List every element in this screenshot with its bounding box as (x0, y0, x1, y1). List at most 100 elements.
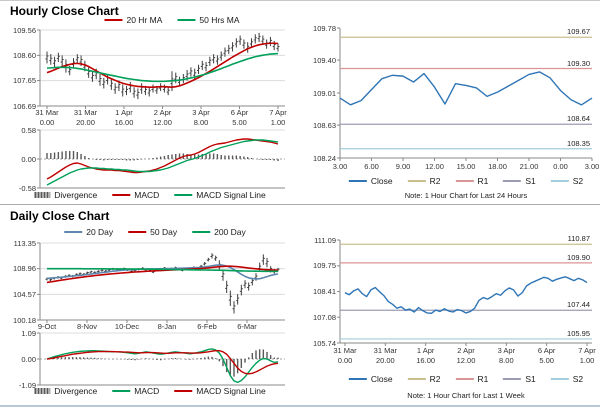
legend-item-divergence: Divergence (34, 386, 97, 396)
y-tick-label: 109.40 (313, 55, 336, 65)
x-tick-label: 31 Mar 20.00 (373, 346, 397, 365)
daily-macd-plot (37, 332, 285, 386)
level-label-r2: 109.67 (567, 27, 590, 37)
x-tick-label: 8-Nov (76, 322, 97, 331)
top-divider (0, 0, 600, 1)
series-macd-signal-line (46, 349, 279, 375)
x-tick-label: 9.00 (395, 162, 411, 171)
legend-label: S1 (525, 374, 536, 384)
legend-item-r2: R2 (407, 374, 440, 384)
candle-open-ticks (45, 255, 278, 310)
x-tick-label: 6.00 (364, 162, 379, 171)
hourly-macd-legend: Divergence MACD MACD Signal Line (34, 190, 266, 200)
legend-label: Close (370, 176, 393, 186)
x-tick-label: 18.00 (488, 162, 507, 171)
legend-item-50-day: 50 Day (128, 227, 177, 237)
x-tick-label: 31 Mar 20.00 (73, 108, 98, 127)
r1-swatch-icon (455, 180, 474, 182)
legend-label: R2 (429, 176, 441, 186)
pivot-24h-note: Note: 1 Hour Chart for Last 24 Hours (404, 191, 528, 200)
legend-label: 20 Hr MA (126, 15, 163, 25)
legend-label: Close (370, 374, 393, 384)
20-day-swatch-icon (64, 231, 83, 233)
y-tick-label: 108.60 (13, 50, 36, 60)
legend-label: S2 (572, 374, 584, 384)
legend-item-close: Close (348, 374, 393, 384)
series-macd (46, 138, 279, 180)
y-tick-label: 100.18 (13, 315, 36, 325)
20-hr-ma-swatch-icon (104, 19, 123, 21)
x-tick-label: 9-Oct (37, 322, 57, 331)
pivot-week-legend: Close R2 R1 S1 S2 (348, 374, 584, 384)
divergence-swatch-icon (34, 388, 51, 394)
y-tick-label: 106.69 (13, 101, 36, 111)
y-tick-label: 108.41 (313, 287, 336, 297)
hourly-section-title: Hourly Close Chart (10, 4, 119, 18)
50-hrs-ma-swatch-icon (177, 19, 196, 21)
series-50-day (46, 265, 279, 284)
r1-swatch-icon (455, 378, 474, 380)
y-tick-label: -1.09 (18, 380, 36, 390)
legend-item-200-day: 200 Day (192, 227, 246, 237)
s1-swatch-icon (503, 378, 522, 380)
daily-price-plot (37, 242, 285, 323)
y-tick-label: 108.96 (13, 264, 36, 274)
y-tick-label: 111.09 (314, 235, 336, 245)
r2-swatch-icon (407, 378, 426, 380)
legend-label: 200 Day (214, 227, 246, 237)
x-tick-label: 31 Mar 0.00 (333, 346, 357, 365)
y-tick-label: 109.78 (313, 23, 336, 33)
hourly-macd-plot (37, 129, 285, 189)
legend-item-r2: R2 (407, 176, 441, 186)
y-tick-label: 0.58 (21, 125, 36, 135)
x-tick-label: 31 Mar 0.00 (35, 108, 59, 127)
r2-swatch-icon (407, 180, 426, 182)
y-tick-label: 113.35 (13, 238, 36, 248)
legend-label: MACD Signal Line (196, 386, 266, 396)
x-tick-label: 2 Apr 12.00 (153, 108, 172, 127)
series-close (344, 276, 588, 315)
level-label-r1: 109.90 (567, 252, 590, 262)
y-tick-label: 109.75 (313, 261, 336, 271)
pivot-24h-legend: Close R2 R1 S1 S2 (348, 176, 583, 186)
legend-label: 20 Day (86, 227, 114, 237)
y-tick-label: 104.57 (13, 289, 36, 299)
x-tick-label: 7 Apr 1.00 (578, 346, 596, 365)
x-tick-label: 3 Apr 8.00 (192, 108, 210, 127)
close-swatch-icon (348, 378, 367, 380)
legend-item-macd: MACD (112, 386, 159, 396)
y-tick-label: -0.58 (18, 183, 36, 193)
legend-item-s2: S2 (550, 176, 583, 186)
s1-swatch-icon (503, 180, 522, 182)
legend-label: MACD Signal Line (196, 190, 266, 200)
series-macd-signal-line (46, 139, 279, 186)
x-tick-label: 1 Apr 16.00 (416, 346, 436, 365)
section-divider (0, 204, 600, 205)
legend-item-macd: MACD (112, 190, 159, 200)
x-tick-label: 3.00 (332, 162, 348, 171)
s2-swatch-icon (550, 180, 569, 182)
legend-item-r1: R1 (455, 374, 488, 384)
level-label-s2: 105.95 (567, 328, 590, 338)
candle-wicks (46, 32, 279, 100)
legend-label: MACD (134, 190, 160, 200)
divergence-swatch-icon (34, 192, 51, 198)
x-tick-label: 6 Apr 5.00 (537, 346, 556, 365)
x-tick-label: 1 Apr 16.00 (114, 108, 134, 127)
x-tick-label: 12.00 (425, 162, 444, 171)
x-tick-label: 6 Apr 5.00 (230, 108, 249, 127)
macd-swatch-icon (112, 390, 131, 392)
level-label-r1: 109.30 (567, 58, 590, 68)
level-label-r2: 110.87 (567, 234, 590, 244)
bottom-divider (0, 405, 600, 407)
x-tick-label: 6-Feb (197, 322, 217, 331)
x-tick-label: 15.00 (456, 162, 476, 171)
x-tick-label: 6-Mar (237, 322, 257, 331)
pivot-week-plot (337, 239, 592, 346)
legend-item-divergence: Divergence (34, 190, 97, 200)
candle-wicks (46, 253, 279, 314)
legend-label: 50 Day (150, 227, 178, 237)
series-20-hr-ma (46, 42, 279, 88)
series-close (339, 71, 593, 106)
